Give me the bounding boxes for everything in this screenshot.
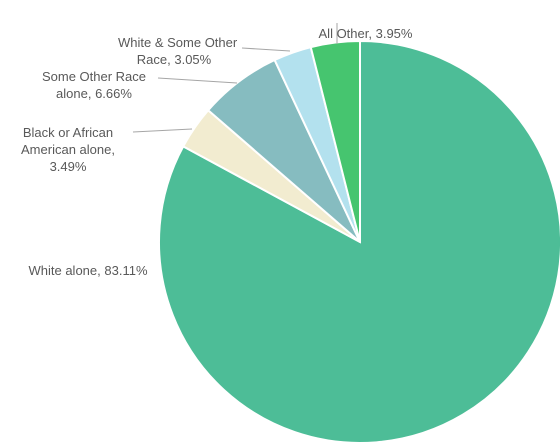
leader-lines bbox=[132, 23, 338, 133]
label-black-or-african-american-text: Black or African American alone bbox=[21, 125, 114, 157]
leader-line-some-other-race bbox=[157, 77, 238, 84]
leader-line-white-some-other-race bbox=[241, 47, 291, 52]
label-white-some-other-race-value: 3.05% bbox=[174, 52, 212, 67]
label-all-other-text: All Other bbox=[318, 26, 369, 41]
label-white-alone: White alone, 83.11% bbox=[28, 263, 148, 278]
pie-slice-all-other bbox=[309, 39, 361, 243]
label-some-other-race-value: 6.66% bbox=[95, 86, 132, 101]
label-all-other: All Other, 3.95% bbox=[318, 26, 413, 41]
label-white-alone-value: 83.11% bbox=[104, 263, 148, 278]
label-white-some-other-race-text: White & Some Other Race bbox=[118, 35, 238, 67]
label-black-or-african-american: Black or African American alone, 3.49% bbox=[21, 125, 115, 174]
label-white-alone-text: White alone bbox=[28, 263, 98, 278]
label-black-or-african-american-value: 3.49% bbox=[49, 159, 87, 174]
label-white-some-other-race: White & Some Other Race, 3.05% bbox=[118, 35, 238, 67]
pie-slices bbox=[158, 39, 560, 443]
leader-line-black-or-african-american bbox=[132, 128, 193, 133]
label-all-other-value: 3.95% bbox=[375, 26, 413, 41]
label-some-other-race: Some Other Race alone, 6.66% bbox=[41, 69, 147, 101]
label-some-other-race-text: Some Other Race alone bbox=[41, 69, 147, 101]
